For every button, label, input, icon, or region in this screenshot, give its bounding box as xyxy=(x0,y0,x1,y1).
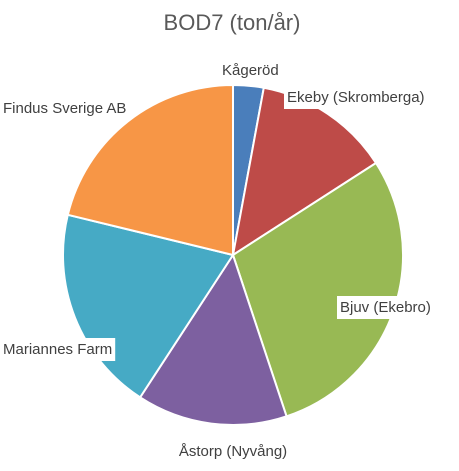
slice-label-group: Åstorp (Nyvång) xyxy=(179,443,287,460)
chart-title: BOD7 (ton/år) xyxy=(164,10,301,35)
slice-label-group: Mariannes Farm xyxy=(0,338,116,361)
pie-slice xyxy=(231,86,378,258)
slice-label-group: Bjuv (Ekebro) xyxy=(337,296,434,319)
slice-label-group: Kågeröd xyxy=(222,62,279,79)
slice-label-background xyxy=(0,338,116,361)
slice-label-background xyxy=(337,296,434,319)
slice-label: Ekeby (Skromberga) xyxy=(287,89,425,106)
slice-label: Åstorp (Nyvång) xyxy=(179,443,287,460)
slice-label-group: Ekeby (Skromberga) xyxy=(284,86,428,109)
pie-slice xyxy=(138,252,288,426)
pie-slices xyxy=(62,83,404,426)
pie-labels: Kågeröd Ekeby (Skromberga) Bjuv (Ekebro) Ås… xyxy=(0,62,434,460)
slice-label: Kågeröd xyxy=(222,62,279,79)
pie-slice xyxy=(66,83,234,257)
slice-label-background xyxy=(284,86,428,109)
slice-label: Mariannes Farm xyxy=(3,341,112,358)
slice-label: Bjuv (Ekebro) xyxy=(340,299,431,316)
slice-label: Findus Sverige AB xyxy=(3,100,126,117)
slice-label-group: Findus Sverige AB xyxy=(3,100,126,117)
